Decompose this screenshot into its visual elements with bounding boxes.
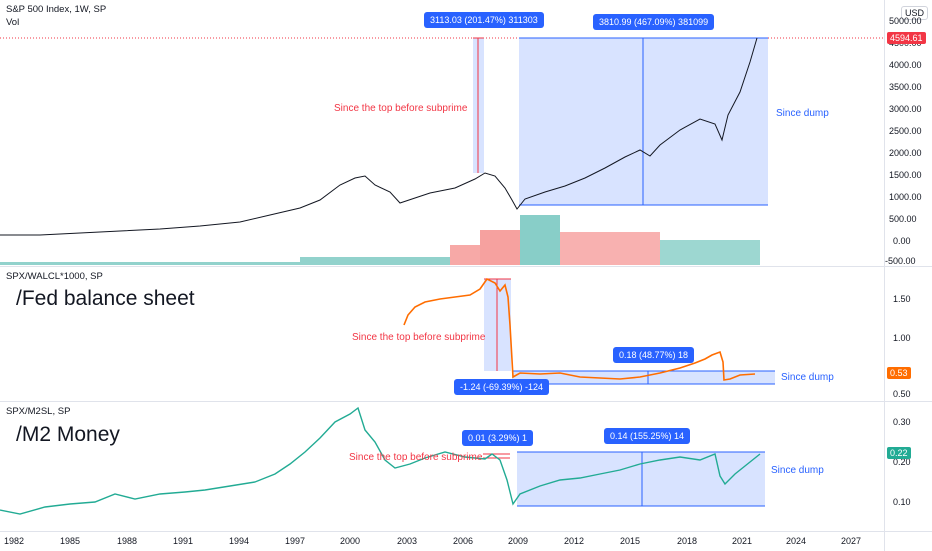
x-tick: 2021: [732, 536, 753, 546]
y-tick: 5000.00: [889, 16, 922, 26]
note-top-subprime: Since the top before subprime: [334, 103, 468, 114]
spx-vol-label: Vol: [6, 17, 20, 28]
note-since-dump: Since dump: [776, 108, 829, 119]
measure-label-right: 0.18 (48.77%) 18: [613, 347, 695, 363]
y-tick: 1.50: [893, 294, 911, 304]
note-since-dump: Since dump: [781, 372, 834, 383]
y-tick: 500.00: [889, 214, 917, 224]
spx-title: S&P 500 Index, 1W, SP: [6, 4, 107, 15]
x-tick: 2009: [508, 536, 529, 546]
y-tick: 0.50: [893, 389, 911, 399]
note-top-subprime: Since the top before subprime: [349, 452, 483, 463]
y-tick: 1000.00: [889, 192, 922, 202]
m2-chart[interactable]: [0, 402, 884, 531]
measure-label-right: 0.14 (155.25%) 14: [604, 428, 691, 444]
fed-title: SPX/WALCL*1000, SP: [6, 271, 103, 282]
pane-divider[interactable]: [0, 401, 932, 402]
x-tick: 1994: [229, 536, 250, 546]
note-top-subprime: Since the top before subprime: [352, 332, 486, 343]
note-since-dump: Since dump: [771, 465, 824, 476]
x-tick: 1985: [60, 536, 81, 546]
x-tick: 1997: [285, 536, 306, 546]
y-tick: 3000.00: [889, 104, 922, 114]
m2-big-title: /M2 Money: [16, 423, 120, 446]
m2-title: SPX/M2SL, SP: [6, 406, 71, 417]
x-tick: 2003: [397, 536, 418, 546]
x-tick: 2015: [620, 536, 641, 546]
measure-label-right: 3810.99 (467.09%) 381099: [593, 14, 715, 30]
x-tick: 2027: [841, 536, 862, 546]
x-tick: 2024: [786, 536, 807, 546]
x-tick: 1991: [173, 536, 194, 546]
fed-ratio-line: [403, 277, 756, 381]
y-tick: 1500.00: [889, 170, 922, 180]
pane-divider[interactable]: [0, 266, 932, 267]
axis-corner[interactable]: [884, 531, 932, 551]
spx-pane[interactable]: S&P 500 Index, 1W, SP Vol 3113.03 (201.4…: [0, 0, 932, 266]
spx-chart[interactable]: [0, 0, 884, 266]
x-tick: 2012: [564, 536, 585, 546]
m2-price-axis[interactable]: 0.30 0.20 0.10 0.22: [884, 402, 932, 531]
measure-label-left: 3113.03 (201.47%) 311303: [424, 12, 544, 28]
y-tick: -500.00: [885, 256, 916, 266]
fed-big-title: /Fed balance sheet: [16, 287, 195, 310]
x-tick: 1988: [117, 536, 138, 546]
y-tick: 2500.00: [889, 126, 922, 136]
fed-pane[interactable]: SPX/WALCL*1000, SP /Fed balance sheet -1…: [0, 267, 932, 401]
last-price-tag: 0.22: [887, 447, 911, 459]
m2-ratio-line: [0, 406, 761, 515]
currency-button[interactable]: USD: [901, 6, 929, 20]
x-tick: 1982: [4, 536, 25, 546]
spx-price-line: [0, 37, 758, 236]
y-tick: 0.10: [893, 497, 911, 507]
x-tick: 2018: [677, 536, 698, 546]
x-tick: 2006: [453, 536, 474, 546]
measure-label-left: 0.01 (3.29%) 1: [462, 430, 534, 446]
fed-price-axis[interactable]: 1.50 1.00 0.50 0.53: [884, 267, 932, 401]
last-price-tag: 0.53: [887, 367, 911, 379]
y-tick: 0.30: [893, 417, 911, 427]
m2-pane[interactable]: SPX/M2SL, SP /M2 Money 0.01 (3.29%) 1 0.…: [0, 402, 932, 531]
y-tick: 3500.00: [889, 82, 922, 92]
measure-box-right[interactable]: [512, 371, 775, 384]
y-tick: 0.00: [893, 236, 911, 246]
y-tick: 4000.00: [889, 60, 922, 70]
time-axis[interactable]: 1982 1985 1988 1991 1994 1997 2000 2003 …: [0, 531, 884, 551]
measure-box-right[interactable]: [517, 452, 765, 506]
measure-label-left: -1.24 (-69.39%) -124: [454, 379, 550, 395]
y-tick: 0.20: [893, 457, 911, 467]
volume-bars: [0, 215, 760, 265]
fed-chart[interactable]: [0, 267, 884, 401]
y-tick: 2000.00: [889, 148, 922, 158]
y-tick: 1.00: [893, 333, 911, 343]
x-tick: 2000: [340, 536, 361, 546]
spx-price-axis[interactable]: USD 5000.00 4500.00 4000.00 3500.00 3000…: [884, 0, 932, 266]
last-price-tag: 4594.61: [887, 32, 926, 44]
